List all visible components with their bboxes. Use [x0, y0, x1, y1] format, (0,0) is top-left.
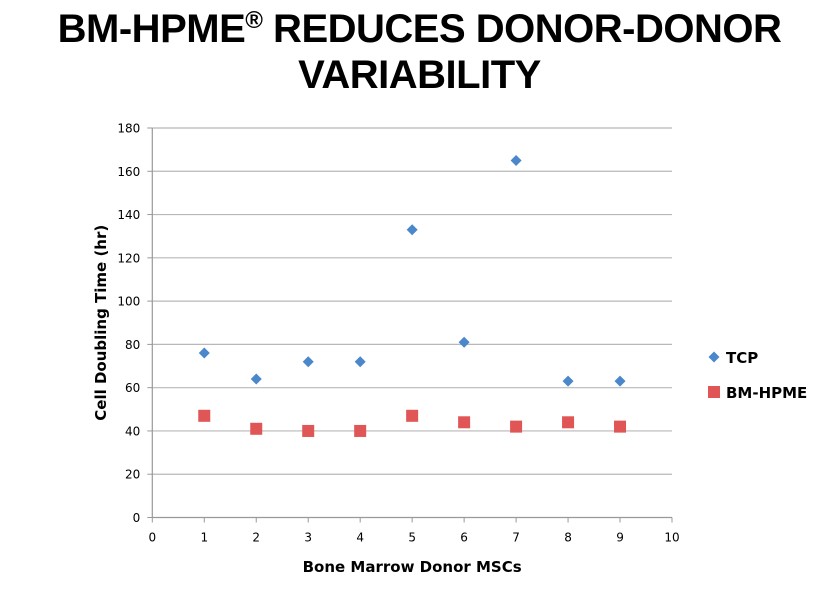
legend: TCP BM-HPME: [708, 349, 807, 402]
x-tick-label: 10: [664, 531, 679, 545]
x-tick-label: 6: [460, 531, 468, 545]
bm-hpme-point-3: [302, 424, 315, 437]
x-tick-label: 1: [200, 531, 208, 545]
x-tick-label: 4: [356, 531, 364, 545]
legend-marker-bm-hpme: [708, 386, 720, 398]
tcp-point-1: [198, 347, 210, 359]
data-points: [198, 154, 627, 437]
y-tick-label: 180: [117, 122, 140, 136]
gridlines: [152, 127, 672, 475]
x-tick-label: 0: [148, 531, 156, 545]
y-tick-label: 140: [117, 208, 140, 222]
bm-hpme-point-7: [510, 420, 523, 433]
title-rest: REDUCES DONOR-DONOR: [262, 7, 782, 51]
y-tick-label: 0: [133, 511, 141, 525]
bm-hpme-point-6: [458, 416, 471, 429]
x-axis-title: Bone Marrow Donor MSCs: [303, 558, 522, 576]
x-tick-label: 7: [512, 531, 520, 545]
tcp-point-6: [458, 336, 470, 348]
y-tick-label: 120: [117, 251, 140, 265]
tcp-point-5: [406, 224, 418, 236]
x-tick-label: 3: [304, 531, 312, 545]
legend-marker-tcp: [708, 351, 720, 363]
y-tick-label: 40: [125, 424, 140, 438]
title-brand: BM-HPME: [57, 7, 246, 51]
y-tick-label: 160: [117, 165, 140, 179]
title-line-2: VARIABILITY: [298, 53, 541, 97]
x-tick-label: 2: [252, 531, 260, 545]
y-tick-label: 60: [125, 381, 140, 395]
x-tick-label: 8: [564, 531, 572, 545]
legend-label-tcp: TCP: [726, 349, 758, 367]
bm-hpme-point-1: [198, 409, 211, 422]
bm-hpme-point-9: [614, 420, 627, 433]
title-line-1: BM-HPME® REDUCES DONOR-DONOR: [0, 6, 839, 52]
bm-hpme-point-5: [406, 409, 419, 422]
tcp-point-8: [562, 375, 574, 387]
x-tick-label: 5: [408, 531, 416, 545]
y-tick-label: 20: [125, 468, 140, 482]
tcp-point-2: [250, 373, 262, 385]
x-tick-labels: 0 1 2 3 4 5 6 7 8 9 10: [148, 531, 679, 545]
axes: [147, 127, 673, 523]
legend-label-bm-hpme: BM-HPME: [726, 384, 807, 402]
tcp-point-3: [302, 356, 314, 368]
bm-hpme-point-4: [354, 424, 367, 437]
tcp-point-4: [354, 356, 366, 368]
bm-hpme-point-2: [250, 422, 263, 435]
x-tick-label: 9: [616, 531, 624, 545]
bm-hpme-point-8: [562, 416, 575, 429]
tcp-point-7: [510, 154, 522, 166]
tcp-point-9: [614, 375, 626, 387]
y-tick-label: 100: [117, 295, 140, 309]
y-axis-title: Cell Doubling Time (hr): [92, 225, 110, 421]
registered-mark: ®: [245, 7, 263, 34]
y-tick-label: 80: [125, 338, 140, 352]
y-tick-labels: 0 20 40 60 80 100 120 140 160 180: [117, 122, 140, 526]
slide-title: BM-HPME® REDUCES DONOR-DONOR VARIABILITY: [0, 6, 839, 98]
